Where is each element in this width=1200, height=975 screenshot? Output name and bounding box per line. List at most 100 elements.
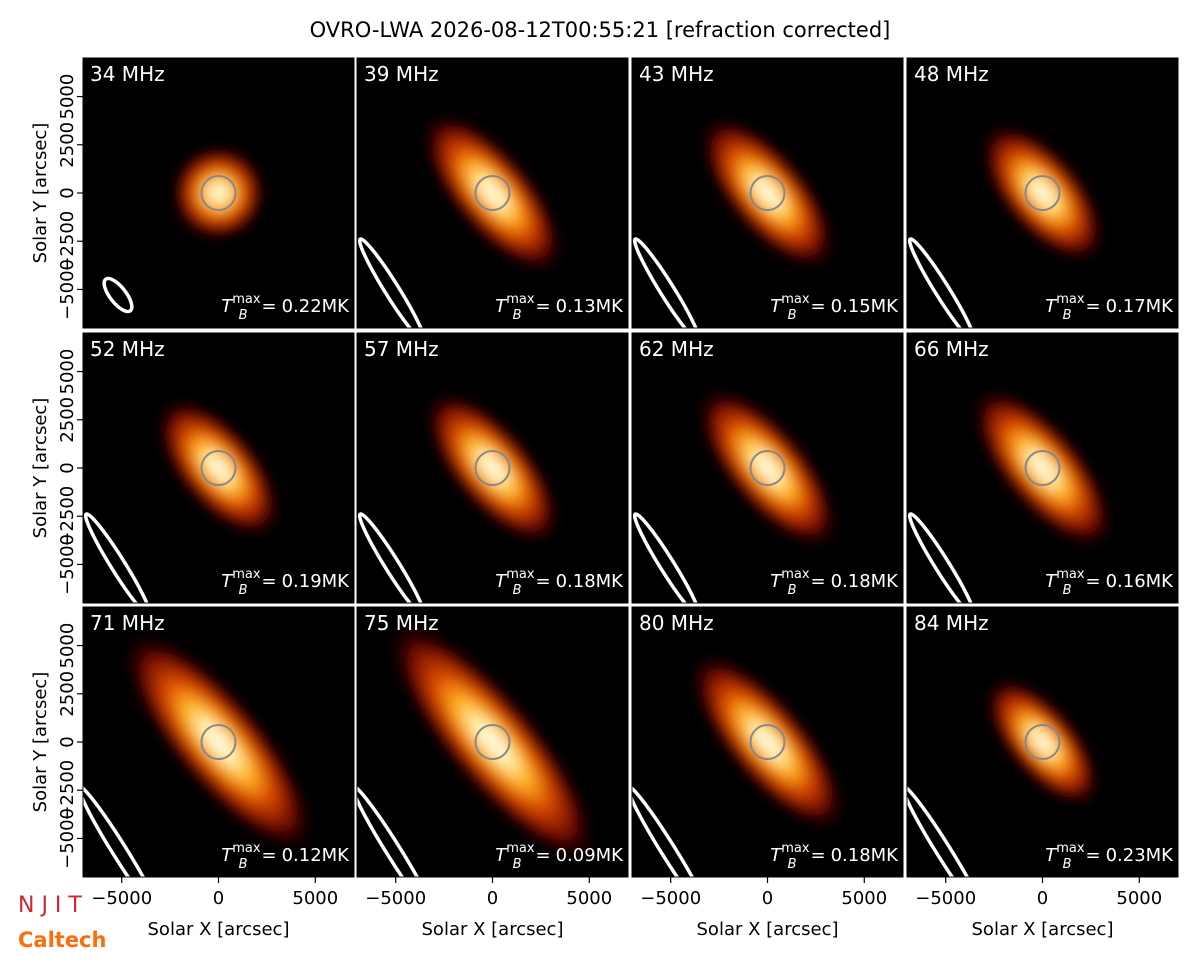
panel-label: 66 MHz: [914, 337, 989, 361]
emission-image: [689, 652, 846, 832]
symbol: T: [1045, 845, 1058, 866]
y-axis-label: Solar Y [arcsec]: [30, 672, 51, 813]
x-tick-label: −5000: [915, 888, 976, 909]
beam: [632, 512, 702, 603]
solar-disk: [200, 450, 237, 486]
symbol-sub: B: [1063, 583, 1072, 598]
beam: [102, 276, 134, 314]
peak-temperature: Tmax B = 0.12MK: [221, 841, 350, 872]
symbol: T: [770, 845, 783, 866]
x-tick-label: 5000: [841, 888, 887, 909]
solar-disk: [474, 450, 511, 486]
solar-disk: [749, 724, 786, 760]
equals: =: [810, 845, 825, 866]
solar-disk: [474, 724, 511, 760]
beam: [357, 784, 435, 877]
symbol-sub: B: [239, 857, 248, 872]
panel-label: 39 MHz: [364, 62, 439, 86]
panel-label: 48 MHz: [914, 62, 989, 86]
beam: [357, 512, 427, 603]
beam: [632, 784, 710, 877]
peak-value: 0.18MK: [831, 571, 900, 592]
solar-disk: [1024, 175, 1061, 211]
symbol-sub: B: [788, 308, 797, 323]
panel: 80 MHz Tmax B = 0.18MK: [632, 607, 903, 877]
x-tick-label: 5000: [292, 888, 338, 909]
y-tick-label: −2500: [57, 760, 78, 821]
symbol-sub: B: [788, 857, 797, 872]
symbol-sup: max: [232, 292, 261, 307]
symbol: T: [495, 845, 508, 866]
panel-frame: [906, 57, 1179, 329]
equals: =: [810, 296, 825, 317]
peak-value: 0.23MK: [1106, 845, 1175, 866]
solar-disk: [474, 175, 511, 211]
symbol-sub: B: [239, 308, 248, 323]
panel: 57 MHz Tmax B = 0.18MK: [357, 333, 628, 603]
emission-image: [699, 115, 836, 271]
peak-temperature: Tmax B = 0.13MK: [495, 292, 624, 323]
peak-temperature: Tmax B = 0.15MK: [770, 292, 899, 323]
x-axis-label: Solar X [arcsec]: [972, 919, 1114, 940]
equals: =: [1085, 571, 1100, 592]
symbol-sup: max: [781, 841, 810, 856]
peak-temperature: Tmax B = 0.09MK: [495, 841, 624, 872]
panel-label: 80 MHz: [639, 611, 714, 635]
symbol-sub: B: [513, 308, 522, 323]
peak-temperature: Tmax B = 0.17MK: [1045, 292, 1174, 323]
peak-value: 0.18MK: [831, 845, 900, 866]
y-tick-label: 0: [57, 462, 78, 473]
peak-value: 0.13MK: [556, 296, 625, 317]
x-axis-label: Solar X [arcsec]: [422, 919, 564, 940]
peak-value: 0.22MK: [282, 296, 351, 317]
x-tick-label: 5000: [1116, 888, 1162, 909]
symbol-sub: B: [513, 583, 522, 598]
panel: 48 MHz Tmax B = 0.17MK: [907, 58, 1178, 328]
peak-value: 0.17MK: [1106, 296, 1175, 317]
panel-frame: [356, 332, 629, 604]
y-tick-label: −5000: [57, 259, 78, 320]
symbol-sub: B: [1063, 857, 1072, 872]
symbol: T: [221, 845, 234, 866]
panel: 75 MHz Tmax B = 0.09MK: [357, 607, 628, 877]
symbol: T: [495, 296, 508, 317]
panel: 43 MHz Tmax B = 0.15MK: [632, 58, 903, 328]
peak-temperature: Tmax B = 0.19MK: [221, 567, 350, 598]
peak-temperature: Tmax B = 0.18MK: [495, 567, 624, 598]
panel-label: 52 MHz: [90, 337, 165, 361]
emission-image: [971, 387, 1114, 549]
y-tick-label: −2500: [57, 486, 78, 547]
panel-label: 62 MHz: [639, 337, 714, 361]
panel-frame: [631, 332, 904, 604]
x-axis-label: Solar X [arcsec]: [148, 919, 290, 940]
equals: =: [1085, 296, 1100, 317]
symbol: T: [221, 571, 234, 592]
symbol: T: [770, 571, 783, 592]
peak-value: 0.18MK: [556, 571, 625, 592]
y-tick-label: 0: [57, 736, 78, 747]
x-tick-label: −5000: [365, 888, 426, 909]
panel-label: 71 MHz: [90, 611, 165, 635]
panel-frame: [631, 57, 904, 329]
symbol-sup: max: [506, 567, 535, 582]
x-axis-label: Solar X [arcsec]: [697, 919, 839, 940]
symbol-sup: max: [506, 841, 535, 856]
emission-image: [387, 619, 598, 865]
peak-temperature: Tmax B = 0.18MK: [770, 567, 899, 598]
x-tick-label: 5000: [566, 888, 612, 909]
x-tick-label: 0: [487, 888, 498, 909]
y-tick-label: 2500: [57, 122, 78, 168]
peak-value: 0.12MK: [282, 845, 351, 866]
beam: [632, 237, 702, 328]
beam: [907, 784, 985, 877]
emission-image: [122, 630, 315, 854]
equals: =: [261, 571, 276, 592]
x-tick-label: −5000: [640, 888, 701, 909]
peak-value: 0.19MK: [282, 571, 351, 592]
panel-label: 57 MHz: [364, 337, 439, 361]
equals: =: [261, 845, 276, 866]
y-axis-label: Solar Y [arcsec]: [30, 123, 51, 264]
symbol: T: [1045, 571, 1058, 592]
solar-disk: [200, 175, 237, 211]
panel-label: 84 MHz: [914, 611, 989, 635]
